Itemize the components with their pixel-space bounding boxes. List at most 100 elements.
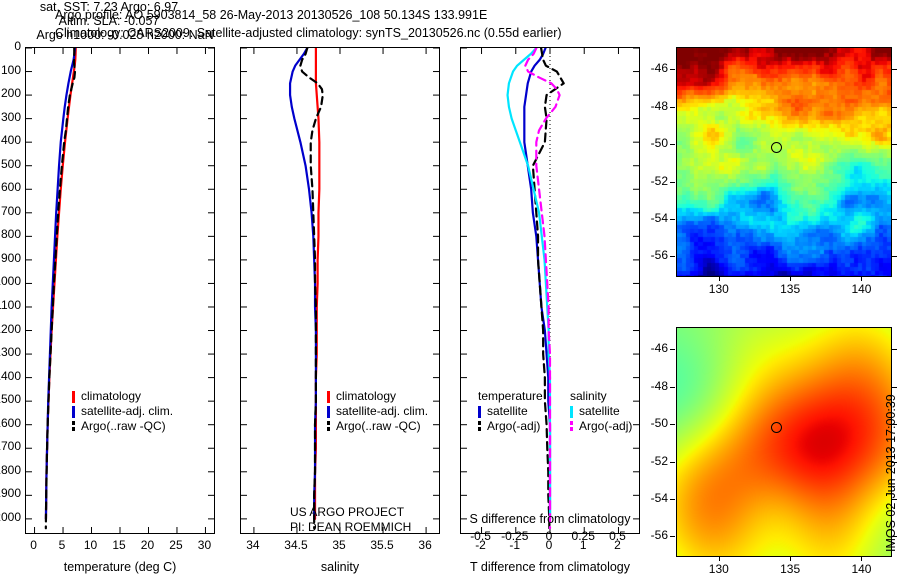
map-y-tick [892, 349, 897, 351]
panel-temperature [25, 47, 215, 534]
temperature-legend-item: climatology [72, 389, 173, 404]
salinity-legend-item: satellite-adj. clim. [327, 404, 428, 419]
axis-tick-label: 1500 [0, 392, 21, 407]
map-y-tick [892, 218, 897, 220]
axis-tick-label: 1100 [0, 297, 21, 312]
axis-tick-label: 0.5 [609, 529, 626, 543]
axis-tick-label: -54 [650, 210, 668, 225]
difference-legend-salinity-item: satellite [570, 404, 632, 419]
axis-tick-label: 1900 [0, 486, 21, 501]
temperature-legend: climatology satellite-adj. clim. Argo(..ra… [72, 389, 173, 434]
axis-tick-label: 0.25 [571, 529, 595, 543]
axis-tick-label: -0.25 [501, 529, 529, 543]
axis-tick-label: 34.5 [284, 538, 308, 552]
map-y-tick [670, 424, 675, 426]
axis-tick-label: 800 [0, 227, 21, 242]
series-line [288, 48, 317, 520]
map-y-tick [670, 536, 675, 538]
legend-label: satellite-adj. clim. [336, 404, 429, 418]
axis-tick-label: 34 [246, 538, 260, 552]
legend-label: satellite [579, 404, 620, 418]
axis-tick-label: -54 [650, 490, 668, 505]
difference-legend-temperature: temperature satellite Argo(-adj) [478, 389, 543, 434]
difference-legend-temperature-item: Argo(-adj) [478, 419, 543, 434]
axis-tick-label: 0 [545, 529, 553, 543]
axis-tick-label: 2000 [0, 509, 21, 524]
legend-color-swatch [327, 405, 330, 418]
axis-tick-label: -48 [650, 98, 668, 113]
axis-tick-label: -52 [650, 173, 668, 188]
legend-color-swatch [72, 390, 75, 403]
axis-tick-label: 35.5 [370, 538, 394, 552]
map-y-tick [892, 144, 897, 146]
series-line [44, 48, 77, 520]
axis-tick-label: 1200 [0, 321, 21, 336]
legend-color-swatch [478, 420, 481, 433]
axis-tick-label: 1400 [0, 368, 21, 383]
axis-tick-label: 20 [140, 538, 155, 552]
axis-tick-label: 25 [169, 538, 183, 552]
difference-plot-area [461, 48, 639, 533]
t-difference-axis-label: T difference from climatology [469, 560, 631, 574]
map-y-tick [892, 536, 897, 538]
temperature-plot-area [26, 48, 214, 533]
map-y-tick [670, 181, 675, 183]
legend-color-swatch [72, 420, 75, 433]
axis-tick-label: -2 [475, 538, 486, 552]
axis-tick-label: -0.5 [470, 529, 491, 543]
map-y-tick [670, 498, 675, 500]
axis-tick-label: 135 [780, 282, 801, 296]
legend-color-swatch [570, 405, 573, 418]
difference-legend-temperature-header: temperature [478, 389, 543, 403]
credit-line-1: US ARGO PROJECT [290, 505, 405, 519]
s-difference-axis-label: S difference from climatology [469, 512, 631, 526]
sla-map[interactable] [676, 327, 892, 557]
salinity-legend-item: Argo(..raw -QC) [327, 419, 428, 434]
map-x-tick [861, 276, 863, 281]
axis-tick-label: 700 [0, 203, 21, 218]
axis-tick-label: 1300 [0, 345, 21, 360]
axis-tick-label: -1 [509, 538, 521, 552]
axis-tick-label: 140 [851, 282, 872, 296]
difference-legend-salinity-item: Argo(-adj) [570, 419, 632, 434]
axis-tick-label: 135 [780, 562, 801, 576]
map-y-tick [670, 106, 675, 108]
axis-tick-label: -50 [650, 136, 668, 151]
map-x-tick [790, 556, 792, 561]
temperature-legend-item: satellite-adj. clim. [72, 404, 173, 419]
legend-label: satellite [487, 404, 528, 418]
panel-salinity [240, 47, 440, 534]
map-x-tick [861, 556, 863, 561]
sst-map[interactable] [676, 47, 892, 277]
panel-difference [460, 47, 640, 534]
axis-tick-label: -50 [650, 416, 668, 431]
page-title-line-2: Climatology: CARS2009. Satellite-adjuste… [55, 26, 562, 40]
axis-tick-label: 100 [0, 62, 21, 77]
axis-tick-label: -46 [650, 61, 668, 76]
axis-tick-label: -46 [650, 341, 668, 356]
axis-tick-label: -52 [650, 453, 668, 468]
axis-tick-label: -56 [650, 528, 668, 543]
sst-map-title: sat. SST: 7.23 Argo: 6.97 [39, 0, 179, 14]
map-y-tick [892, 69, 897, 71]
difference-legend-temperature-item: satellite [478, 404, 543, 419]
sla-map-title-line-2: Argo h1000: -0.025 h2000: NaN [36, 28, 214, 42]
map-x-tick [718, 276, 720, 281]
axis-tick-label: 400 [0, 133, 21, 148]
axis-tick-label: 1700 [0, 439, 21, 454]
legend-color-swatch [327, 420, 330, 433]
map-y-tick [892, 106, 897, 108]
series-line [44, 48, 77, 530]
axis-tick-label: -48 [650, 378, 668, 393]
map-y-tick [670, 256, 675, 258]
legend-label: climatology [81, 389, 142, 403]
series-line [524, 48, 561, 530]
map-y-tick [892, 386, 897, 388]
axis-tick-label: 1000 [0, 274, 21, 289]
profile-location-marker-sla [771, 422, 783, 434]
map-y-tick [670, 69, 675, 71]
axis-tick-label: 600 [0, 180, 21, 195]
credit-block: US ARGO PROJECT PI: DEAN ROEMMICH [290, 505, 438, 535]
axis-tick-label: 2 [614, 538, 621, 552]
